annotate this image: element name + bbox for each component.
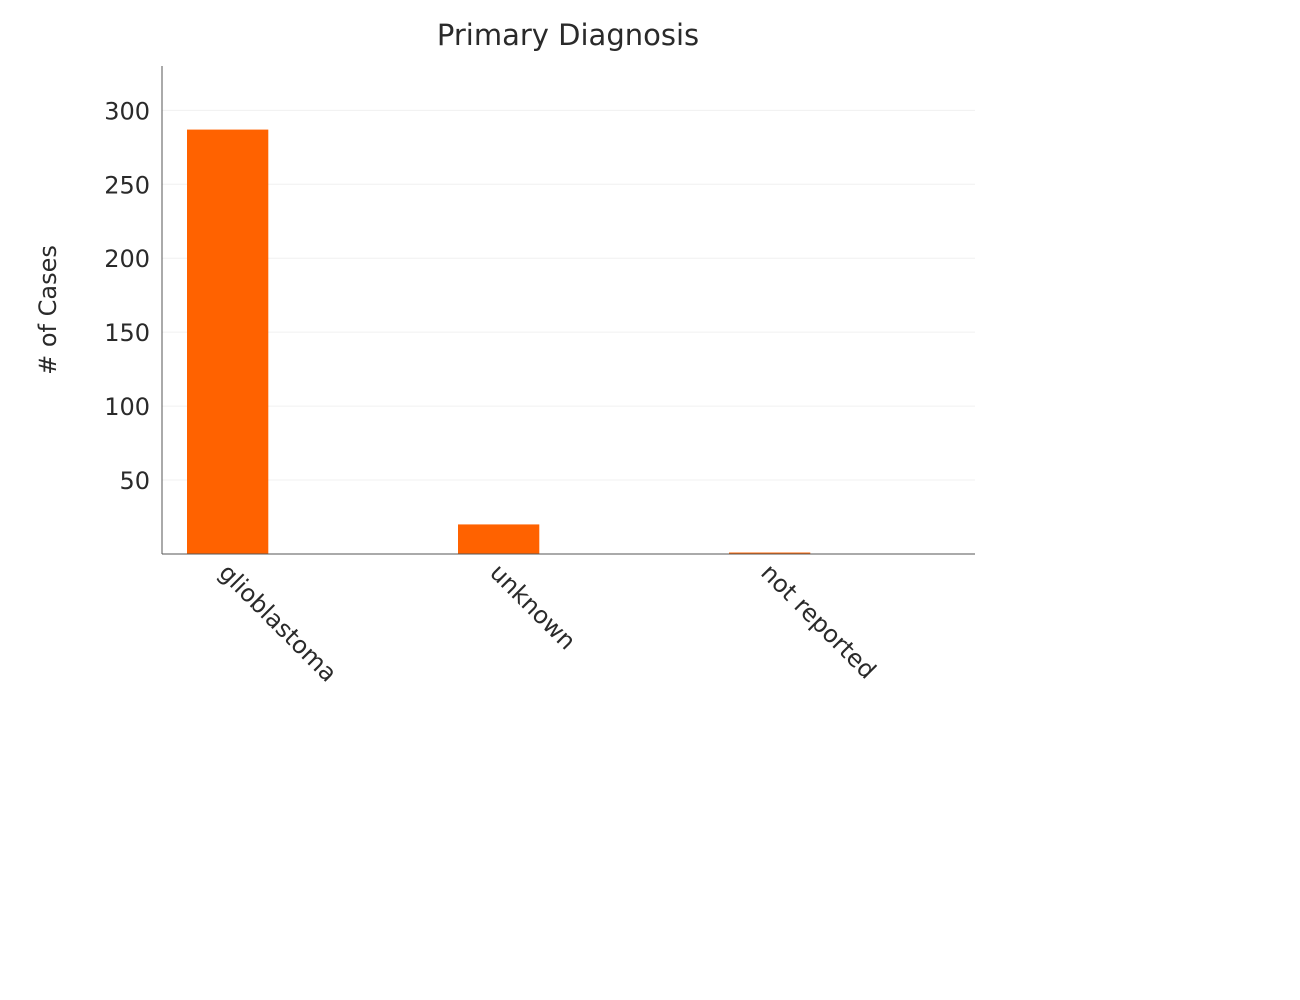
- gridlines: [162, 109, 975, 481]
- x-axis-ticks: glioblastoma unknown not reported: [213, 558, 881, 687]
- bars: [187, 129, 811, 554]
- y-tick-label: 50: [119, 467, 150, 495]
- y-axis-ticks: 50 100 150 200 250 300: [104, 97, 150, 495]
- bar[interactable]: [458, 524, 540, 554]
- chart-title: Primary Diagnosis: [437, 18, 699, 52]
- y-tick-label: 150: [104, 319, 150, 347]
- y-tick-label: 250: [104, 171, 150, 199]
- x-tick-label: unknown: [484, 558, 581, 655]
- bar[interactable]: [187, 129, 269, 554]
- y-axis-title: # of Cases: [34, 245, 62, 375]
- y-tick-label: 200: [104, 245, 150, 273]
- x-tick-label: not reported: [755, 558, 881, 684]
- bar[interactable]: [729, 552, 811, 554]
- x-tick-label: glioblastoma: [213, 558, 342, 687]
- y-tick-label: 300: [104, 97, 150, 125]
- y-tick-label: 100: [104, 393, 150, 421]
